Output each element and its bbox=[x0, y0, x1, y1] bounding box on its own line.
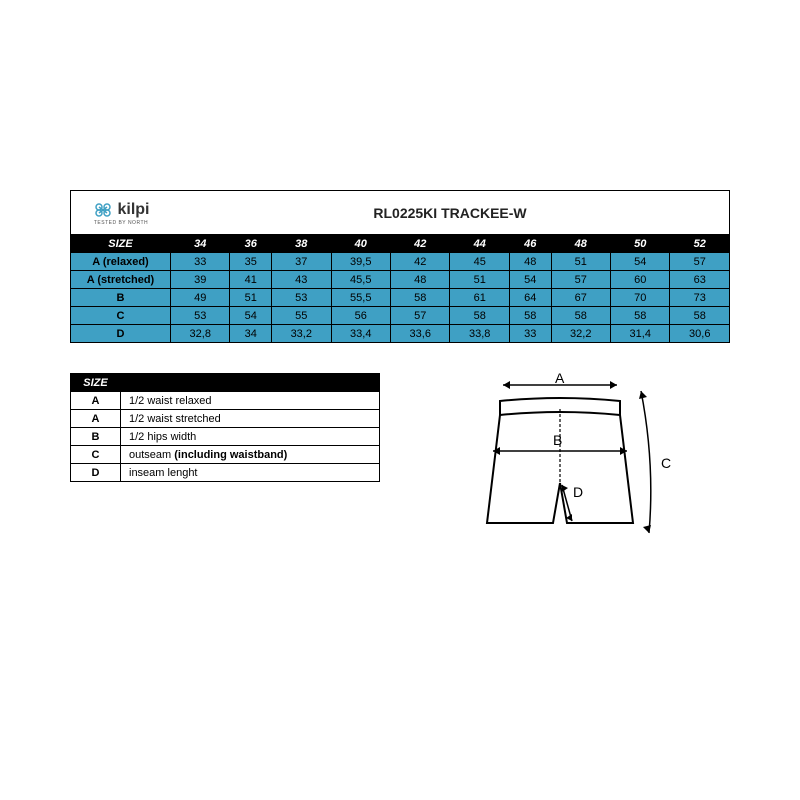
legend-key: D bbox=[71, 464, 121, 482]
dia-label-C: C bbox=[661, 455, 671, 471]
product-code: RL0225KI TRACKEE-W bbox=[171, 205, 729, 221]
data-cell: 58 bbox=[551, 307, 610, 325]
header-row: kilpi TESTED BY NORTH RL0225KI TRACKEE-W bbox=[70, 190, 730, 234]
data-cell: 42 bbox=[391, 253, 450, 271]
data-cell: 61 bbox=[450, 289, 509, 307]
data-cell: 39 bbox=[171, 271, 230, 289]
dia-label-A: A bbox=[555, 373, 565, 386]
brand-logo: kilpi TESTED BY NORTH bbox=[71, 196, 171, 230]
data-cell: 58 bbox=[450, 307, 509, 325]
data-cell: 32,2 bbox=[551, 325, 610, 343]
col-size-label: SIZE bbox=[71, 235, 171, 253]
data-cell: 34 bbox=[230, 325, 272, 343]
data-cell: 33,6 bbox=[391, 325, 450, 343]
data-cell: 33 bbox=[509, 325, 551, 343]
dia-label-B: B bbox=[553, 432, 562, 448]
data-cell: 55,5 bbox=[331, 289, 390, 307]
size-table: SIZE34363840424446485052 A (relaxed)3335… bbox=[70, 234, 730, 343]
col-size: 36 bbox=[230, 235, 272, 253]
row-label: B bbox=[71, 289, 171, 307]
data-cell: 60 bbox=[611, 271, 670, 289]
knot-icon bbox=[92, 200, 114, 220]
col-size: 40 bbox=[331, 235, 390, 253]
data-cell: 63 bbox=[670, 271, 730, 289]
data-cell: 58 bbox=[670, 307, 730, 325]
data-cell: 33,4 bbox=[331, 325, 390, 343]
brand-name: kilpi bbox=[117, 201, 149, 219]
data-cell: 55 bbox=[272, 307, 331, 325]
data-cell: 51 bbox=[450, 271, 509, 289]
data-cell: 57 bbox=[551, 271, 610, 289]
legend-desc: inseam lenght bbox=[121, 464, 380, 482]
legend-key: B bbox=[71, 428, 121, 446]
row-label: A (stretched) bbox=[71, 271, 171, 289]
chart-content: kilpi TESTED BY NORTH RL0225KI TRACKEE-W… bbox=[70, 190, 730, 553]
data-cell: 41 bbox=[230, 271, 272, 289]
col-size: 50 bbox=[611, 235, 670, 253]
legend-desc: 1/2 waist relaxed bbox=[121, 392, 380, 410]
data-cell: 51 bbox=[230, 289, 272, 307]
data-cell: 49 bbox=[171, 289, 230, 307]
data-cell: 35 bbox=[230, 253, 272, 271]
legend-blank bbox=[121, 374, 380, 392]
data-cell: 73 bbox=[670, 289, 730, 307]
tagline: TESTED BY NORTH bbox=[94, 220, 148, 226]
data-cell: 54 bbox=[509, 271, 551, 289]
data-cell: 57 bbox=[391, 307, 450, 325]
data-cell: 53 bbox=[171, 307, 230, 325]
legend-key: C bbox=[71, 446, 121, 464]
data-cell: 48 bbox=[391, 271, 450, 289]
row-label: D bbox=[71, 325, 171, 343]
data-cell: 37 bbox=[272, 253, 331, 271]
data-cell: 70 bbox=[611, 289, 670, 307]
legend-desc: 1/2 hips width bbox=[121, 428, 380, 446]
data-cell: 51 bbox=[551, 253, 610, 271]
legend-header: SIZE bbox=[71, 374, 121, 392]
data-cell: 54 bbox=[230, 307, 272, 325]
shorts-diagram: A B C D bbox=[410, 373, 730, 553]
data-cell: 32,8 bbox=[171, 325, 230, 343]
row-label: C bbox=[71, 307, 171, 325]
data-cell: 67 bbox=[551, 289, 610, 307]
legend-desc: 1/2 waist stretched bbox=[121, 410, 380, 428]
data-cell: 45,5 bbox=[331, 271, 390, 289]
row-label: A (relaxed) bbox=[71, 253, 171, 271]
col-size: 52 bbox=[670, 235, 730, 253]
data-cell: 33 bbox=[171, 253, 230, 271]
data-cell: 45 bbox=[450, 253, 509, 271]
data-cell: 58 bbox=[391, 289, 450, 307]
col-size: 42 bbox=[391, 235, 450, 253]
data-cell: 48 bbox=[509, 253, 551, 271]
data-cell: 54 bbox=[611, 253, 670, 271]
data-cell: 58 bbox=[509, 307, 551, 325]
legend-desc: outseam (including waistband) bbox=[121, 446, 380, 464]
data-cell: 64 bbox=[509, 289, 551, 307]
legend-key: A bbox=[71, 392, 121, 410]
data-cell: 39,5 bbox=[331, 253, 390, 271]
col-size: 38 bbox=[272, 235, 331, 253]
bottom-section: SIZE A1/2 waist relaxedA1/2 waist stretc… bbox=[70, 373, 730, 553]
data-cell: 33,8 bbox=[450, 325, 509, 343]
dia-label-D: D bbox=[573, 484, 583, 500]
legend-key: A bbox=[71, 410, 121, 428]
col-size: 46 bbox=[509, 235, 551, 253]
data-cell: 56 bbox=[331, 307, 390, 325]
data-cell: 43 bbox=[272, 271, 331, 289]
col-size: 34 bbox=[171, 235, 230, 253]
data-cell: 31,4 bbox=[611, 325, 670, 343]
legend-table: SIZE A1/2 waist relaxedA1/2 waist stretc… bbox=[70, 373, 380, 482]
col-size: 44 bbox=[450, 235, 509, 253]
data-cell: 58 bbox=[611, 307, 670, 325]
data-cell: 53 bbox=[272, 289, 331, 307]
col-size: 48 bbox=[551, 235, 610, 253]
data-cell: 57 bbox=[670, 253, 730, 271]
data-cell: 30,6 bbox=[670, 325, 730, 343]
data-cell: 33,2 bbox=[272, 325, 331, 343]
